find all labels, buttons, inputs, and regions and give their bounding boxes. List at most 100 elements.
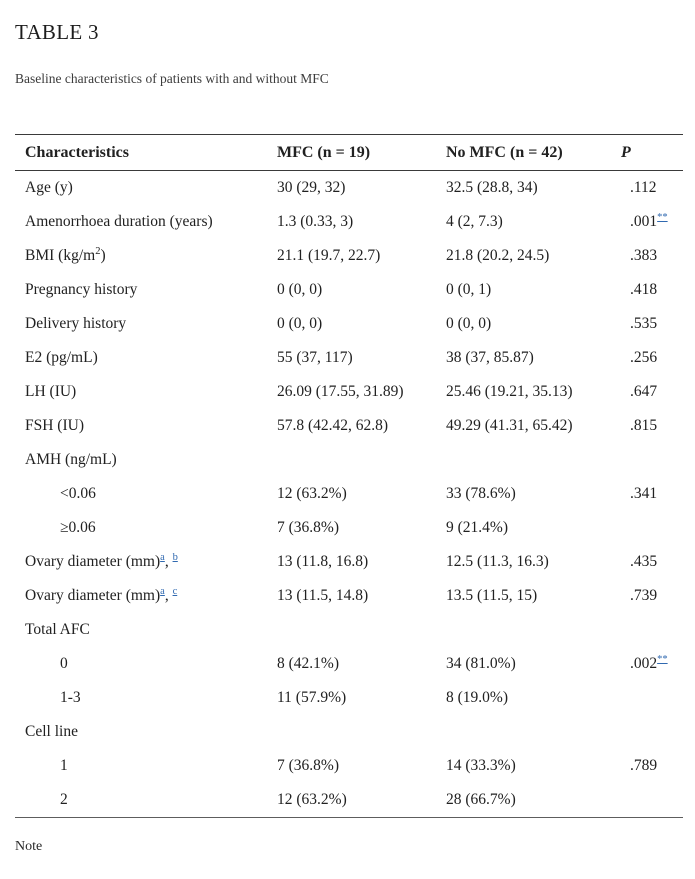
p-value-cell: .418 — [630, 281, 658, 298]
no-mfc-value-cell: 25.46 (19.21, 35.13) — [446, 383, 573, 400]
column-header-mfc: MFC (n = 19) — [277, 134, 446, 171]
no-mfc-value-cell: 21.8 (20.2, 24.5) — [446, 247, 550, 264]
row-label: 1-3 — [60, 689, 81, 706]
p-value-cell: .002** — [630, 653, 668, 672]
footnote-link[interactable]: ** — [657, 653, 668, 665]
mfc-value-cell: 21.1 (19.7, 22.7) — [277, 247, 381, 264]
mfc-value-cell — [277, 613, 446, 647]
column-header-p: P — [617, 134, 683, 171]
no-mfc-value-cell — [446, 715, 617, 749]
table-row: FSH (IU) 57.8 (42.42, 62.8) 49.29 (41.31, … — [15, 409, 683, 443]
row-label: Total AFC — [25, 621, 90, 638]
page-title: TABLE 3 — [15, 20, 99, 44]
characteristics-table: Characteristics MFC (n = 19) No MFC (n =… — [15, 134, 683, 818]
no-mfc-value-cell: 32.5 (28.8, 34) — [446, 179, 538, 196]
table-row: Ovary diameter (mm)a, b 13 (11.8, 16.8) 12… — [15, 545, 683, 579]
row-label: ≥0.06 — [60, 519, 96, 536]
footnote-link[interactable]: ** — [657, 211, 668, 223]
row-label: Ovary diameter (mm)a, c — [25, 585, 178, 604]
no-mfc-value-cell — [446, 443, 617, 477]
row-label: 0 — [60, 655, 68, 672]
no-mfc-value-cell: 12.5 (11.3, 16.3) — [446, 553, 549, 570]
mfc-value-cell: 26.09 (17.55, 31.89) — [277, 383, 404, 400]
table-row: E2 (pg/mL) 55 (37, 117) 38 (37, 85.87) .256 — [15, 341, 683, 375]
mfc-value-cell: 30 (29, 32) — [277, 179, 346, 196]
mfc-value-cell: 0 (0, 0) — [277, 315, 323, 332]
p-value-cell: .739 — [630, 587, 658, 604]
p-value-cell — [617, 715, 683, 749]
table-row: 1-3 11 (57.9%) 8 (19.0%) — [15, 681, 683, 715]
footnote-sup: ** — [657, 212, 668, 223]
mfc-value-cell: 1.3 (0.33, 3) — [277, 213, 354, 230]
table-row: Pregnancy history 0 (0, 0) 0 (0, 1) .418 — [15, 273, 683, 307]
footnote-link[interactable]: a — [160, 585, 165, 597]
p-value-cell — [617, 783, 683, 818]
mfc-value-cell: 8 (42.1%) — [277, 655, 339, 672]
table-row: BMI (kg/m2) 21.1 (19.7, 22.7) 21.8 (20.2, … — [15, 239, 683, 273]
row-label: Delivery history — [25, 315, 127, 332]
footnote-sup: ** — [657, 654, 668, 665]
table-row: Ovary diameter (mm)a, c 13 (11.5, 14.8) 13… — [15, 579, 683, 613]
mfc-value-cell — [277, 715, 446, 749]
p-value-cell — [617, 443, 683, 477]
footnote-sup: a — [160, 586, 165, 597]
no-mfc-value-cell — [446, 613, 617, 647]
table-body: Age (y) 30 (29, 32) 32.5 (28.8, 34) .112 Ame… — [15, 171, 683, 818]
table-row: 0 8 (42.1%) 34 (81.0%) .002** — [15, 647, 683, 681]
table-row: Total AFC — [15, 613, 683, 647]
no-mfc-value-cell: 14 (33.3%) — [446, 757, 516, 774]
mfc-value-cell: 13 (11.5, 14.8) — [277, 587, 369, 604]
column-header-characteristics: Characteristics — [15, 134, 277, 171]
table-row: AMH (ng/mL) — [15, 443, 683, 477]
table-row: Delivery history 0 (0, 0) 0 (0, 0) .535 — [15, 307, 683, 341]
footnote-sup: a — [160, 552, 165, 563]
no-mfc-value-cell: 0 (0, 0) — [446, 315, 492, 332]
no-mfc-value-cell: 33 (78.6%) — [446, 485, 516, 502]
p-value-cell: .647 — [630, 383, 658, 400]
row-label: Age (y) — [25, 179, 73, 196]
no-mfc-value-cell: 0 (0, 1) — [446, 281, 492, 298]
footnote-link[interactable]: a — [160, 551, 165, 563]
p-value-cell — [617, 681, 683, 715]
table-row: Cell line — [15, 715, 683, 749]
table-caption: Baseline characteristics of patients wit… — [15, 71, 329, 86]
row-label: E2 (pg/mL) — [25, 349, 98, 366]
footnote-link[interactable]: b — [172, 551, 178, 563]
mfc-value-cell: 7 (36.8%) — [277, 519, 339, 536]
row-label: BMI (kg/m2) — [25, 245, 106, 264]
mfc-value-cell: 0 (0, 0) — [277, 281, 323, 298]
p-value-cell: .815 — [630, 417, 658, 434]
column-header-no-mfc: No MFC (n = 42) — [446, 134, 617, 171]
no-mfc-value-cell: 28 (66.7%) — [446, 783, 617, 818]
table-row: ≥0.06 7 (36.8%) 9 (21.4%) — [15, 511, 683, 545]
row-label: LH (IU) — [25, 383, 77, 400]
p-value-cell: .112 — [630, 179, 657, 196]
no-mfc-value-cell: 4 (2, 7.3) — [446, 213, 503, 230]
mfc-value-cell: 55 (37, 117) — [277, 349, 353, 366]
no-mfc-value-cell: 49.29 (41.31, 65.42) — [446, 417, 573, 434]
no-mfc-value-cell: 34 (81.0%) — [446, 655, 516, 672]
table-row: 2 12 (63.2%) 28 (66.7%) — [15, 783, 683, 818]
no-mfc-value-cell: 9 (21.4%) — [446, 519, 508, 536]
table-row: LH (IU) 26.09 (17.55, 31.89) 25.46 (19.21,… — [15, 375, 683, 409]
p-value-cell: .341 — [630, 485, 658, 502]
p-value-cell: .435 — [630, 553, 658, 570]
no-mfc-value-cell: 13.5 (11.5, 15) — [446, 587, 538, 604]
footnote-link[interactable]: c — [172, 585, 178, 597]
p-value-cell: .535 — [630, 315, 658, 332]
row-label: 1 — [60, 757, 68, 774]
table-row: <0.06 12 (63.2%) 33 (78.6%) .341 — [15, 477, 683, 511]
footnote-sup: c — [173, 586, 178, 597]
mfc-value-cell: 12 (63.2%) — [277, 783, 446, 818]
p-value-cell — [617, 613, 683, 647]
superscript: 2 — [95, 245, 101, 257]
footnote-sup: b — [173, 552, 178, 563]
row-label: Pregnancy history — [25, 281, 138, 298]
mfc-value-cell: 11 (57.9%) — [277, 689, 347, 706]
mfc-value-cell: 7 (36.8%) — [277, 757, 339, 774]
mfc-value-cell: 57.8 (42.42, 62.8) — [277, 417, 389, 434]
mfc-value-cell: 12 (63.2%) — [277, 485, 347, 502]
row-label: 2 — [15, 783, 277, 818]
no-mfc-value-cell: 8 (19.0%) — [446, 689, 508, 706]
